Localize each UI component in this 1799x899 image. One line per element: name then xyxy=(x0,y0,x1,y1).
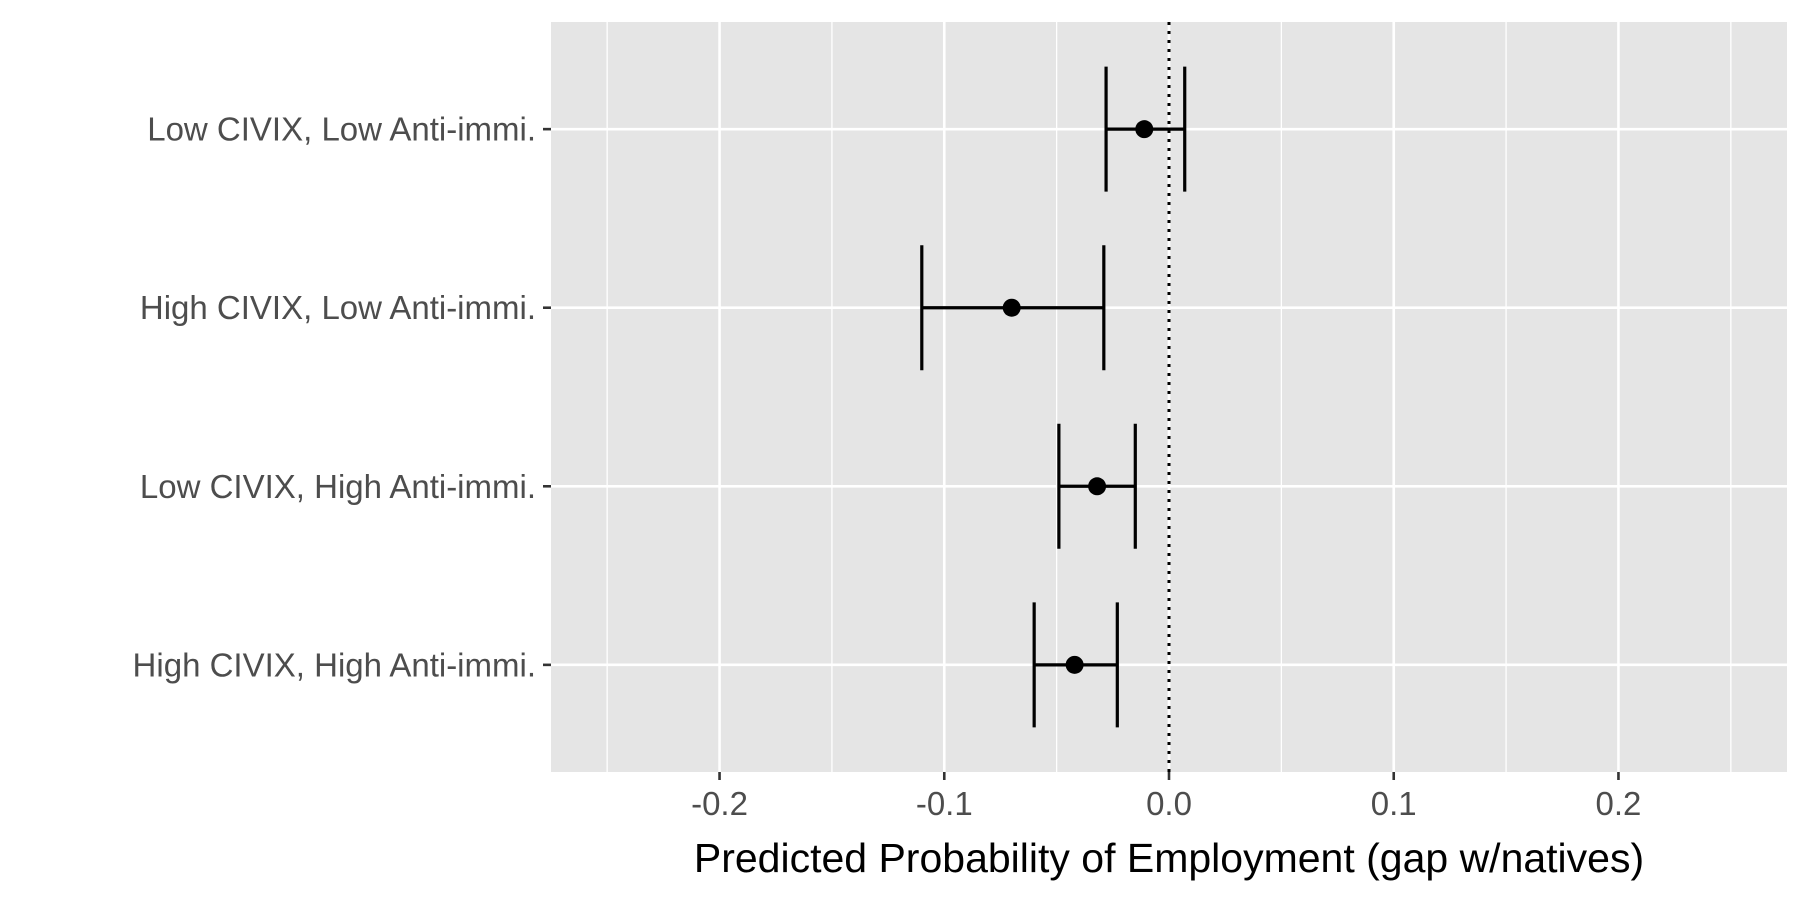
y-tick-label-1: High CIVIX, Low Anti-immi. xyxy=(140,289,536,326)
x-tick-label-1: -0.1 xyxy=(916,785,973,822)
y-tick-label-0: Low CIVIX, Low Anti-immi. xyxy=(147,111,536,148)
estimate-point-3 xyxy=(1065,655,1084,674)
estimate-point-0 xyxy=(1135,120,1154,139)
x-axis: -0.2 -0.1 0.0 0.1 0.2 xyxy=(691,772,1641,822)
x-tick-label-4: 0.2 xyxy=(1596,785,1642,822)
major-gridlines xyxy=(551,22,1787,772)
x-tick-label-2: 0.0 xyxy=(1146,785,1192,822)
y-axis: Low CIVIX, Low Anti-immi. High CIVIX, Low… xyxy=(133,111,551,683)
x-tick-label-0: -0.2 xyxy=(691,785,748,822)
estimate-point-1 xyxy=(1002,298,1021,317)
minor-gridlines xyxy=(606,22,1732,772)
x-axis-title: Predicted Probability of Employment (gap… xyxy=(694,835,1644,881)
estimate-marks xyxy=(920,66,1187,728)
estimate-point-2 xyxy=(1088,477,1107,496)
y-tick-label-3: High CIVIX, High Anti-immi. xyxy=(133,646,536,683)
x-tick-label-3: 0.1 xyxy=(1371,785,1417,822)
y-tick-label-2: Low CIVIX, High Anti-immi. xyxy=(140,468,536,505)
